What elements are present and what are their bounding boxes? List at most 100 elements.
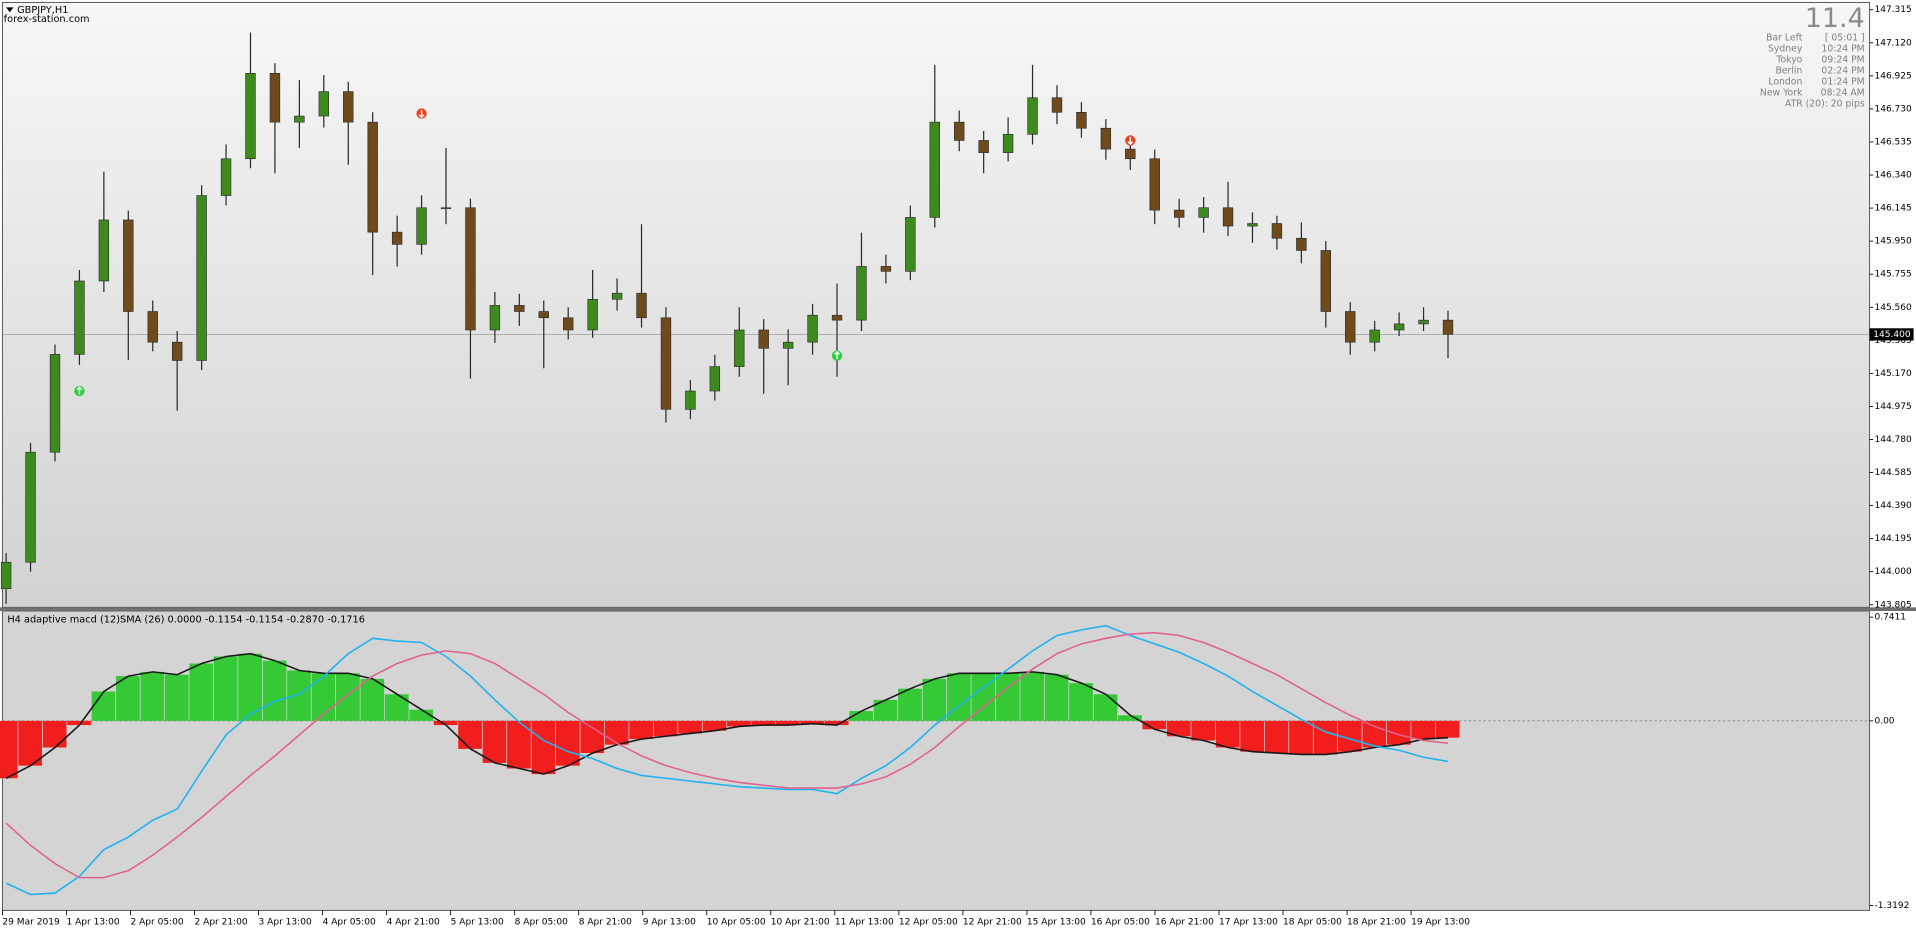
histogram-bar [262,660,287,721]
candle-body [563,317,574,331]
x-tick-label: 8 Apr 21:00 [579,918,632,928]
candle-body [74,280,85,355]
histogram-bar [287,670,311,721]
candle-body [1100,127,1112,150]
histogram-bar [482,720,507,763]
info-label: Berlin [1775,65,1802,76]
symbol-title: GBPJPY,H1 [17,5,68,16]
histogram-outline [5,652,1449,779]
spread-value: 11.4 [1805,3,1865,34]
x-tick-label: 4 Apr 21:00 [387,918,440,928]
price-panel [1,1,1871,608]
candle-body [269,73,281,123]
candle-body [734,329,745,367]
histogram-bar [947,673,971,721]
menu-triangle [6,7,14,13]
candle-body [98,219,110,282]
y-tick-label: -1.3192 [1874,901,1909,911]
candle-body [1149,158,1160,211]
info-value: 01:24 PM [1821,76,1864,87]
histogram-bar [1215,720,1240,748]
info-label: Bar Left [1766,32,1803,43]
candle-body [831,314,843,321]
histogram-bar [971,673,996,721]
candle-body [123,219,134,312]
info-value: 02:24 PM [1821,65,1864,76]
histogram-bar [1264,720,1289,754]
x-tick-label: 10 Apr 21:00 [771,918,830,928]
candle-body [318,91,330,117]
candle-body [538,311,549,319]
info-value: 10:24 PM [1821,43,1864,54]
signal-arrow-glyph [418,109,425,119]
histogram-bar [1118,715,1142,721]
candle-body [929,121,940,218]
candle-body [1002,134,1014,153]
info-label: Sydney [1768,43,1803,54]
candle-body [660,317,672,410]
y-tick-label: 144.000 [1874,567,1912,577]
histogram-bar [1435,720,1460,738]
y-tick-label: 146.730 [1874,104,1912,114]
candle-body [440,207,452,210]
histogram-bar [1338,720,1362,752]
histogram-bar [458,720,482,749]
x-tick-label: 12 Apr 05:00 [899,918,958,928]
y-tick-label: 145.560 [1874,303,1912,313]
histogram-bar [873,699,898,721]
x-tick-label: 9 Apr 13:00 [643,918,696,928]
histogram-bar [678,720,702,734]
current-price-label: 145.400 [1873,330,1911,340]
candle-body [709,366,721,392]
candle-body [782,341,794,349]
x-tick-label: 16 Apr 21:00 [1155,918,1214,928]
candle-body [294,115,305,123]
histogram-bar [409,709,434,721]
histogram-bar [1166,720,1191,737]
candle-body [1198,207,1209,218]
candle-body [1345,311,1356,343]
histogram-bar [1142,720,1167,730]
y-tick-label: 143.805 [1874,600,1911,610]
candle-body [343,91,354,123]
indicator-panel [1,610,1871,911]
histogram-bar [653,720,678,737]
histogram-bar [702,720,727,731]
indicator-line [5,631,1449,879]
info-value: 09:24 PM [1821,54,1864,65]
candle-body [611,292,623,300]
x-tick-label: 1 Apr 13:00 [66,918,119,928]
candle-body [1247,223,1258,227]
info-value: 08:24 AM [1821,87,1865,98]
histogram-bar [360,678,385,721]
x-tick-label: 2 Apr 05:00 [131,918,184,928]
candle-body [514,305,525,312]
y-tick-label: 144.390 [1874,501,1912,511]
histogram-bar [922,678,947,721]
y-tick-label: 144.975 [1874,402,1911,412]
y-tick-label: 146.145 [1874,204,1911,214]
histogram-bar [1020,671,1045,721]
candle-body [416,207,427,245]
x-tick-label: 5 Apr 13:00 [451,918,504,928]
candle-body [1125,148,1136,160]
signal-arrow-glyph [76,386,83,395]
histogram-bar [67,720,91,726]
histogram-bar [800,720,825,724]
histogram-bar [1191,720,1216,741]
indicator-title: H4 adaptive macd (12)SMA (26) 0.0000 -0.… [7,615,365,626]
histogram-bar [507,720,531,769]
candle-body [489,305,501,331]
candle-body [1076,111,1087,129]
y-tick-label: 0.00 [1874,716,1894,726]
candle-body [856,266,867,321]
histogram-bar [433,720,458,726]
x-tick-label: 29 Mar 2019 [2,918,60,928]
candle-body [465,207,476,331]
candle-body [954,121,965,141]
signal-arrow-glyph [834,350,840,360]
info-label: London [1768,76,1802,87]
x-tick-label: 15 Apr 13:00 [1027,918,1086,928]
